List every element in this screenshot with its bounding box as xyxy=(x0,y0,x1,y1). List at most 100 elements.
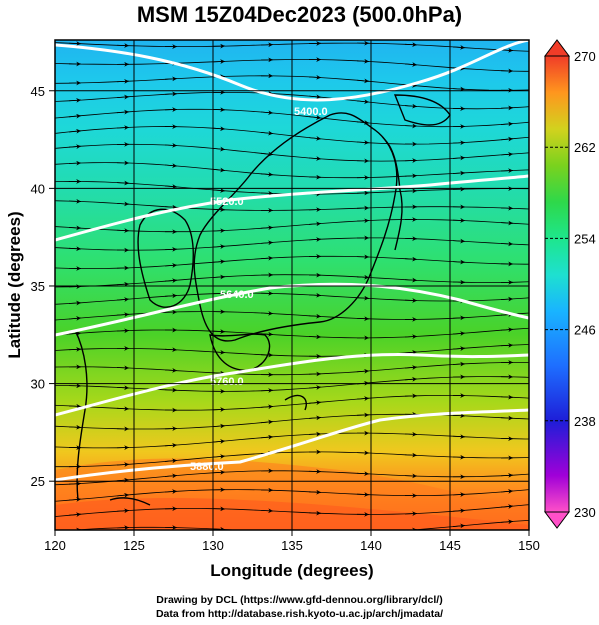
x-tick-label: 150 xyxy=(518,538,540,553)
streamline-arrow xyxy=(308,385,322,390)
streamline-arrow xyxy=(452,45,466,50)
streamline-arrow xyxy=(212,469,226,475)
streamline-arrow xyxy=(404,365,418,370)
streamline-arrow xyxy=(68,424,82,430)
streamline-arrow xyxy=(500,121,514,127)
streamline-arrow xyxy=(308,115,322,120)
streamline-arrow xyxy=(164,442,178,448)
streamline-arrow xyxy=(308,135,322,141)
streamline-arrow xyxy=(404,123,418,129)
streamline-arrow xyxy=(500,504,514,509)
streamline-arrow xyxy=(404,62,418,67)
streamline-arrow xyxy=(260,434,274,440)
streamline-arrow xyxy=(404,173,418,179)
streamline-arrow xyxy=(68,331,82,336)
streamline-arrow xyxy=(404,277,418,283)
streamline-arrow xyxy=(164,278,178,283)
x-tick-label: 125 xyxy=(123,538,145,553)
streamline-arrow xyxy=(356,368,370,374)
streamline-arrow xyxy=(308,415,322,421)
colorbar-label: 230 xyxy=(574,505,596,520)
y-tick-label: 35 xyxy=(31,279,45,294)
colorbar-label: 270 xyxy=(574,49,596,64)
streamline-arrow xyxy=(452,155,466,161)
wind-streamlines xyxy=(55,40,529,530)
streamline-arrow xyxy=(164,387,178,393)
colorbar-label: 262 xyxy=(574,140,596,155)
streamline-arrow xyxy=(260,404,274,410)
streamline-arrow xyxy=(452,492,466,497)
credit-drawing: Drawing by DCL (https://www.gfd-dennou.o… xyxy=(156,594,443,606)
streamline-arrow xyxy=(308,510,322,516)
streamline-arrow xyxy=(164,347,178,353)
colorbar-min-arrow xyxy=(544,511,570,529)
streamline-arrow xyxy=(164,163,178,168)
streamline-arrow xyxy=(212,329,226,334)
streamline-arrow xyxy=(452,361,466,367)
streamline-arrow xyxy=(116,125,130,131)
streamline-arrow xyxy=(68,300,82,306)
streamline-arrow xyxy=(356,396,370,401)
streamline-arrow xyxy=(500,342,514,348)
streamline-arrow xyxy=(164,489,178,494)
streamline-arrow xyxy=(164,204,178,210)
streamline-arrow xyxy=(212,188,226,193)
x-tick-label: 130 xyxy=(202,538,224,553)
streamline-arrow xyxy=(116,297,130,302)
contour-5400 xyxy=(55,40,529,102)
streamline-arrow xyxy=(68,497,82,502)
streamline-arrow xyxy=(404,376,418,382)
streamline-arrow xyxy=(260,508,274,514)
height-contours xyxy=(55,40,529,482)
streamline-arrow xyxy=(212,349,226,355)
streamline-arrow xyxy=(308,94,322,100)
streamline-arrow xyxy=(116,79,130,84)
streamline-arrow xyxy=(308,400,322,406)
streamline-arrow xyxy=(212,146,226,152)
streamline-arrow xyxy=(164,76,178,82)
x-axis-title: Longitude (degrees) xyxy=(210,561,373,580)
streamline-arrow xyxy=(452,315,466,321)
streamline-arrow xyxy=(452,523,466,529)
streamline-arrow xyxy=(308,221,322,227)
streamline-arrow xyxy=(308,313,322,319)
colorbar-label: 238 xyxy=(574,414,596,429)
streamline-arrow xyxy=(116,109,130,115)
streamline-arrow xyxy=(260,225,274,231)
y-tick-label: 30 xyxy=(31,377,45,392)
streamline-arrow xyxy=(68,128,82,134)
streamline-arrow xyxy=(116,406,130,412)
map-title: MSM 15Z04Dec2023 (500.0hPa) xyxy=(136,2,463,27)
streamline-arrow xyxy=(260,171,274,177)
y-tick-label: 45 xyxy=(31,84,45,99)
streamline-arrow xyxy=(164,91,178,97)
streamline-arrow xyxy=(308,431,322,437)
streamline-arrow xyxy=(500,241,514,247)
streamline-arrow xyxy=(452,331,466,336)
streamline-arrow xyxy=(164,458,178,464)
streamline-arrow xyxy=(500,136,514,142)
streamline-arrow xyxy=(116,477,130,483)
streamline-arrow xyxy=(260,255,274,261)
streamline-arrow xyxy=(116,228,130,233)
streamline-arrow xyxy=(116,201,130,207)
streamline-arrow xyxy=(68,481,82,487)
streamline-arrow xyxy=(68,316,82,321)
streamline-arrow xyxy=(356,471,370,477)
streamline-arrow xyxy=(500,296,514,302)
streamline-arrow xyxy=(116,180,130,186)
streamline-arrow xyxy=(500,105,514,111)
streamline-arrow xyxy=(116,462,130,467)
colorbar-fill xyxy=(544,55,570,513)
streamline-arrow xyxy=(212,126,226,132)
contour-5640 xyxy=(55,282,529,337)
streamline-arrow xyxy=(404,452,418,458)
streamline-arrow xyxy=(260,331,274,337)
contour-label-5880: 5880.0 xyxy=(190,461,224,473)
streamline-arrow xyxy=(308,489,322,495)
contour-5520 xyxy=(55,174,529,242)
streamline-arrow xyxy=(452,86,466,92)
y-tick-label: 25 xyxy=(31,474,45,489)
streamline-arrow xyxy=(260,151,274,157)
streamline-arrow xyxy=(116,312,130,318)
